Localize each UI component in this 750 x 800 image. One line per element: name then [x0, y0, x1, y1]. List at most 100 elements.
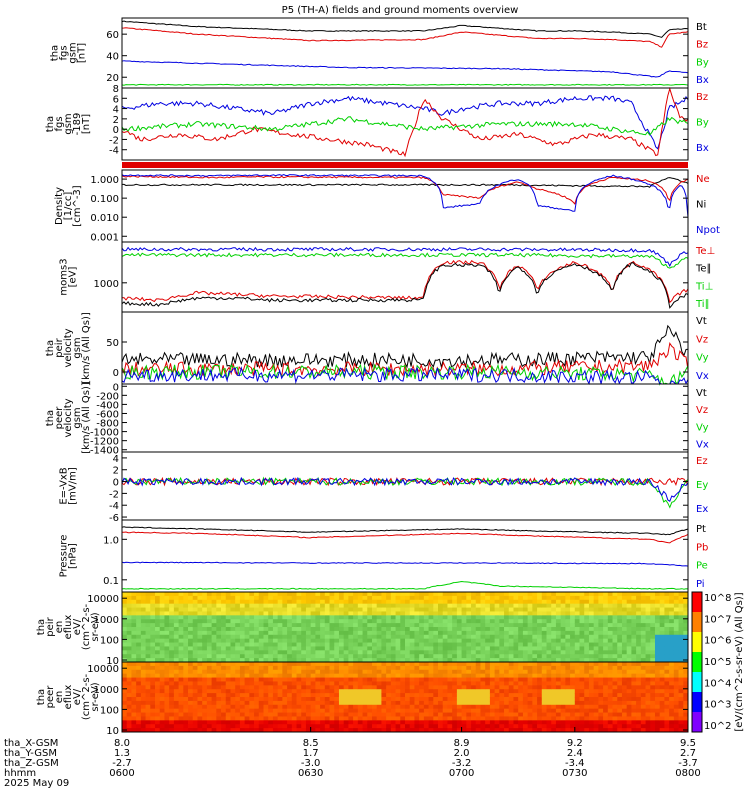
spec-cell	[560, 650, 566, 655]
spec-cell	[230, 619, 236, 624]
spec-cell	[258, 650, 264, 655]
spec-cell	[348, 607, 354, 612]
spec-cell	[362, 658, 368, 663]
spec-cell	[263, 673, 269, 678]
spec-cell	[371, 607, 378, 612]
spec-cell	[532, 638, 538, 643]
spec-cell	[659, 599, 665, 605]
spec-cell	[423, 677, 429, 682]
spec-cell	[414, 728, 420, 733]
spec-cell	[150, 599, 156, 605]
spec-cell	[546, 720, 552, 725]
spec-cell	[206, 634, 213, 640]
spec-cell	[343, 681, 349, 686]
spec-cell	[202, 611, 208, 616]
spec-cell	[513, 595, 519, 601]
spec-cell	[343, 693, 349, 698]
spec-cell	[471, 595, 477, 601]
spec-cell	[178, 642, 184, 647]
spec-cell	[419, 662, 425, 667]
spec-cell	[574, 642, 580, 647]
spec-cell	[409, 677, 415, 682]
spec-cell	[669, 669, 675, 675]
spec-cell	[367, 611, 373, 616]
spec-cell	[494, 700, 500, 706]
spec-cell	[471, 638, 477, 643]
spec-cell	[183, 599, 189, 605]
spec-cell	[155, 650, 161, 655]
spec-cell	[537, 642, 543, 647]
spec-cell	[669, 654, 675, 659]
spec-cell	[296, 677, 302, 682]
spec-cell	[301, 712, 307, 717]
spec-cell	[197, 642, 203, 647]
spec-cell	[603, 607, 609, 612]
spec-cell	[442, 627, 448, 632]
spec-cell	[268, 720, 274, 725]
spec-cell	[263, 677, 269, 682]
spec-cell	[480, 677, 486, 682]
spec-cell	[541, 627, 547, 632]
spec-cell	[584, 623, 590, 628]
spec-cell	[518, 716, 524, 721]
spec-cell	[546, 716, 552, 721]
spec-cell	[150, 646, 156, 651]
spec-cell	[268, 595, 274, 601]
spec-cell	[173, 677, 179, 682]
spec-cell	[504, 603, 510, 608]
spec-cell	[371, 724, 378, 729]
spec-cell	[197, 728, 203, 733]
spec-cell	[258, 677, 264, 682]
spec-cell	[277, 665, 283, 671]
spec-cell	[287, 673, 293, 678]
spec-cell	[353, 728, 359, 733]
spec-cell	[565, 611, 571, 616]
spec-cell	[621, 728, 628, 733]
spec-cell	[221, 615, 227, 620]
spec-cell	[522, 712, 529, 717]
spec-cell	[367, 599, 373, 605]
spec-cell	[626, 654, 632, 659]
spec-cell	[612, 708, 618, 713]
spec-cell	[183, 646, 189, 651]
spec-cell	[353, 677, 359, 682]
ylabel-line: peer	[45, 685, 56, 709]
spec-cell	[603, 681, 609, 686]
spec-cell	[258, 638, 264, 643]
spec-cell	[522, 638, 529, 643]
spec-cell	[499, 712, 505, 717]
spec-cell	[588, 700, 595, 706]
spec-cell	[390, 615, 396, 620]
spec-cell	[598, 615, 604, 620]
spec-cell	[626, 599, 632, 605]
spec-cell	[282, 630, 288, 636]
spec-cell	[305, 681, 312, 686]
spec-cell	[296, 599, 302, 605]
spec-cell	[395, 697, 401, 702]
spec-cell	[485, 697, 491, 702]
spec-cell	[570, 724, 576, 729]
spec-cell	[574, 592, 580, 597]
spec-cell	[272, 592, 279, 597]
spec-cell	[235, 712, 241, 717]
spec-cell	[636, 708, 642, 713]
spec-cell	[466, 669, 472, 675]
spec-cell	[371, 677, 378, 682]
spec-cell	[504, 646, 510, 651]
spec-cell	[169, 720, 175, 725]
spec-cell	[376, 665, 382, 671]
spec-cell	[386, 592, 392, 597]
spec-cell	[249, 712, 255, 717]
spec-cell	[419, 712, 425, 717]
spec-cell	[654, 673, 661, 678]
spec-cell	[438, 693, 444, 698]
spec-cell	[570, 677, 576, 682]
spec-cell	[631, 646, 637, 651]
spec-cell	[650, 662, 656, 667]
spec-cell	[386, 642, 392, 647]
spec-cell	[244, 654, 250, 659]
spec-cell	[499, 619, 505, 624]
spec-cell	[527, 630, 533, 636]
spec-cell	[277, 592, 283, 597]
spec-cell	[348, 697, 354, 702]
